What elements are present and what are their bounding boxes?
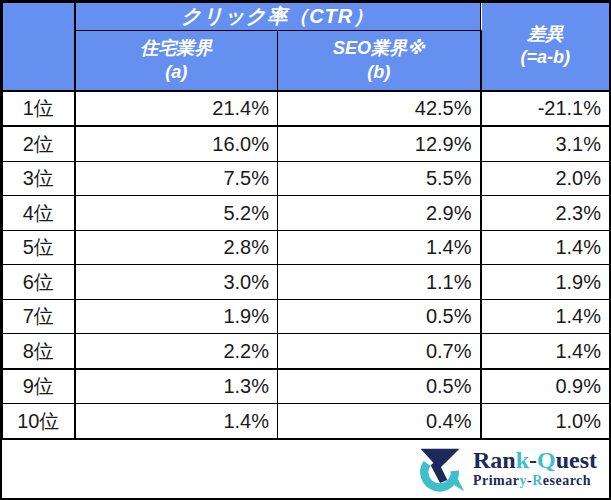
rank-cell: 5位 <box>3 230 75 264</box>
header-blank-cell <box>3 3 75 91</box>
ctr-comparison-table: クリック率（CTR） 差異 (=a-b) 住宅業界 (a) SEO業界※ (b)… <box>2 2 610 439</box>
diff-cell: 1.4% <box>481 299 610 333</box>
table-row: 6位 3.0% 1.1% 1.9% <box>3 265 610 299</box>
diff-cell: -21.1% <box>481 91 610 127</box>
table-row: 2位 16.0% 12.9% 3.1% <box>3 126 610 161</box>
header-ctr-group: クリック率（CTR） <box>75 3 481 31</box>
housing-ctr-cell: 21.4% <box>75 91 278 127</box>
housing-ctr-cell: 5.2% <box>75 196 278 230</box>
header-seo-sub: (b) <box>278 60 480 84</box>
rank-quest-logo: Rank-Quest Primary-Research <box>413 444 597 494</box>
rank-cell: 10位 <box>3 404 75 439</box>
seo-ctr-cell: 0.7% <box>278 334 481 369</box>
diff-cell: 2.3% <box>481 196 610 230</box>
seo-ctr-cell: 0.5% <box>278 299 481 333</box>
diff-cell: 1.4% <box>481 230 610 264</box>
table-row: 1位 21.4% 42.5% -21.1% <box>3 91 610 127</box>
rank-cell: 4位 <box>3 196 75 230</box>
table-row: 10位 1.4% 0.4% 1.0% <box>3 404 610 439</box>
diff-cell: 3.1% <box>481 126 610 161</box>
brand-part: uest <box>556 447 597 473</box>
logo-text: Rank-Quest Primary-Research <box>473 448 597 490</box>
housing-ctr-cell: 3.0% <box>75 265 278 299</box>
brand-part: Q <box>537 447 556 473</box>
diff-cell: 1.0% <box>481 404 610 439</box>
rank-cell: 1位 <box>3 91 75 127</box>
header-seo: SEO業界※ (b) <box>278 31 481 91</box>
seo-ctr-cell: 0.4% <box>278 404 481 439</box>
table-row: 9位 1.3% 0.5% 0.9% <box>3 369 610 404</box>
housing-ctr-cell: 1.4% <box>75 404 278 439</box>
subtitle-part: y <box>519 473 527 488</box>
header-row-group: クリック率（CTR） 差異 (=a-b) <box>3 3 610 31</box>
diff-cell: 2.0% <box>481 161 610 195</box>
rank-cell: 7位 <box>3 299 75 333</box>
diff-cell: 0.9% <box>481 369 610 404</box>
seo-ctr-cell: 1.1% <box>278 265 481 299</box>
rank-cell: 9位 <box>3 369 75 404</box>
header-diff-sub: (=a-b) <box>482 46 610 69</box>
brand-subtitle: Primary-Research <box>473 473 597 490</box>
housing-ctr-cell: 1.9% <box>75 299 278 333</box>
brand-part: Ran <box>473 447 516 473</box>
brand-part: k <box>516 447 529 473</box>
seo-ctr-cell: 1.4% <box>278 230 481 264</box>
rank-quest-logo-mark <box>413 444 467 494</box>
brand-part: - <box>529 447 537 473</box>
seo-ctr-cell: 2.9% <box>278 196 481 230</box>
table-row: 4位 5.2% 2.9% 2.3% <box>3 196 610 230</box>
housing-ctr-cell: 2.8% <box>75 230 278 264</box>
table-row: 7位 1.9% 0.5% 1.4% <box>3 299 610 333</box>
subtitle-part: Primar <box>473 473 520 488</box>
seo-ctr-cell: 12.9% <box>278 126 481 161</box>
rank-cell: 2位 <box>3 126 75 161</box>
housing-ctr-cell: 2.2% <box>75 334 278 369</box>
seo-ctr-cell: 0.5% <box>278 369 481 404</box>
housing-ctr-cell: 7.5% <box>75 161 278 195</box>
footer: Rank-Quest Primary-Research <box>2 439 609 498</box>
header-housing-label: 住宅業界 <box>76 36 278 60</box>
diff-cell: 1.9% <box>481 265 610 299</box>
ctr-comparison-sheet: クリック率（CTR） 差異 (=a-b) 住宅業界 (a) SEO業界※ (b)… <box>0 0 611 500</box>
table-row: 8位 2.2% 0.7% 1.4% <box>3 334 610 369</box>
header-diff-label: 差異 <box>482 23 610 46</box>
subtitle-part: esearch <box>543 473 591 488</box>
rank-cell: 6位 <box>3 265 75 299</box>
housing-ctr-cell: 1.3% <box>75 369 278 404</box>
table-row: 5位 2.8% 1.4% 1.4% <box>3 230 610 264</box>
table-row: 3位 7.5% 5.5% 2.0% <box>3 161 610 195</box>
header-housing: 住宅業界 (a) <box>75 31 278 91</box>
header-diff: 差異 (=a-b) <box>481 3 610 91</box>
subtitle-part: R <box>532 473 543 488</box>
seo-ctr-cell: 5.5% <box>278 161 481 195</box>
rank-cell: 8位 <box>3 334 75 369</box>
header-seo-label: SEO業界※ <box>278 36 480 60</box>
housing-ctr-cell: 16.0% <box>75 126 278 161</box>
rank-cell: 3位 <box>3 161 75 195</box>
diff-cell: 1.4% <box>481 334 610 369</box>
seo-ctr-cell: 42.5% <box>278 91 481 127</box>
brand-name: Rank-Quest <box>473 448 597 473</box>
header-housing-sub: (a) <box>76 60 278 84</box>
